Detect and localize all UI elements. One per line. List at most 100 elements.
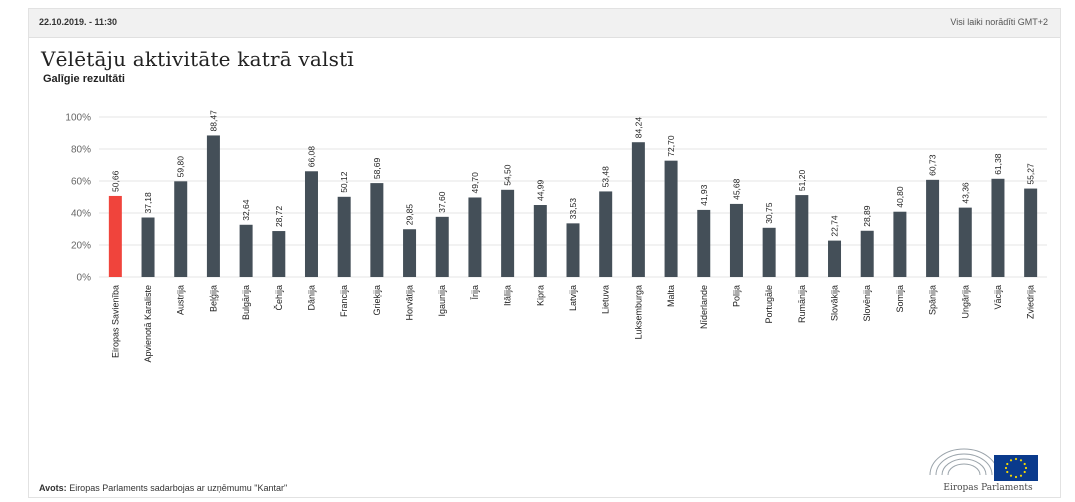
data-label: 22,74 bbox=[830, 215, 840, 237]
data-label: 51,20 bbox=[797, 170, 807, 192]
category-label: Kipra bbox=[535, 285, 545, 306]
category-label: Dānija bbox=[306, 285, 316, 311]
logo-text: Eiropas Parlaments bbox=[943, 483, 1033, 493]
data-label: 54,50 bbox=[503, 164, 513, 186]
data-label: 29,85 bbox=[405, 204, 415, 226]
source-label: Avots: bbox=[39, 483, 67, 493]
chart-frame: 22.10.2019. - 11:30 Visi laiki norādīti … bbox=[28, 8, 1061, 498]
bar bbox=[860, 230, 874, 277]
data-label: 41,93 bbox=[699, 184, 709, 206]
data-label: 49,70 bbox=[470, 172, 480, 194]
category-label: Grieķija bbox=[372, 285, 382, 316]
data-label: 59,80 bbox=[176, 156, 186, 178]
y-tick-label: 80% bbox=[71, 145, 91, 156]
data-label: 58,69 bbox=[372, 158, 382, 180]
bar bbox=[762, 227, 776, 277]
data-label: 32,64 bbox=[241, 199, 251, 221]
y-tick-label: 100% bbox=[65, 113, 91, 124]
category-label: Rumānija bbox=[797, 285, 807, 323]
data-label: 72,70 bbox=[666, 135, 676, 157]
y-tick-label: 0% bbox=[77, 273, 92, 284]
data-label: 55,27 bbox=[1026, 163, 1036, 185]
european-parliament-logo: Eiropas Parlaments bbox=[924, 437, 1052, 493]
bar bbox=[926, 179, 940, 277]
bar bbox=[304, 171, 318, 277]
category-label: Latvija bbox=[568, 285, 578, 311]
category-label: Apvienotā Karaliste bbox=[143, 285, 153, 363]
y-tick-label: 20% bbox=[71, 241, 91, 252]
chart-title: Vēlētāju aktivitāte katrā valstī bbox=[41, 47, 354, 71]
category-label: Polija bbox=[731, 285, 741, 307]
bar bbox=[828, 240, 842, 277]
bar bbox=[664, 160, 678, 277]
bar bbox=[272, 231, 286, 277]
category-label: Horvātija bbox=[405, 285, 415, 321]
bar bbox=[435, 216, 449, 277]
bar bbox=[501, 189, 515, 277]
bar bbox=[141, 217, 155, 277]
category-label: Luksemburga bbox=[633, 285, 643, 340]
data-label: 37,18 bbox=[143, 192, 153, 214]
category-label: Malta bbox=[666, 285, 676, 307]
data-label: 30,75 bbox=[764, 202, 774, 224]
category-label: Čehija bbox=[274, 285, 284, 311]
source-text: Eiropas Parlaments sadarbojas ar uzņēmum… bbox=[69, 483, 288, 493]
category-label: Lietuva bbox=[601, 285, 611, 314]
category-label: Spānija bbox=[928, 285, 938, 315]
data-label: 61,38 bbox=[993, 153, 1003, 175]
bar bbox=[631, 142, 645, 277]
category-label: Ungārija bbox=[960, 285, 970, 319]
category-label: Vācija bbox=[993, 285, 1003, 310]
bar bbox=[1024, 188, 1038, 277]
category-label: Bulgārija bbox=[241, 285, 251, 320]
category-label: Somija bbox=[895, 285, 905, 313]
data-label: 44,99 bbox=[535, 179, 545, 201]
bar bbox=[958, 207, 972, 277]
source-note: Avots: Eiropas Parlaments sadarbojas ar … bbox=[39, 483, 287, 493]
bar bbox=[533, 205, 547, 277]
bar bbox=[337, 196, 351, 277]
data-label: 53,48 bbox=[601, 166, 611, 188]
bar bbox=[893, 211, 907, 277]
bar bbox=[108, 195, 122, 277]
category-label: Beļģija bbox=[208, 285, 218, 312]
turnout-bar-chart: 0% 20% 40% 60% 80% 100% 50,66 Eiropas Savienība… bbox=[65, 110, 1047, 363]
bar bbox=[239, 224, 253, 277]
y-tick-label: 40% bbox=[71, 209, 91, 220]
parliament-emblem-icon bbox=[929, 448, 1038, 481]
bar bbox=[566, 223, 580, 277]
category-label: Austrija bbox=[176, 285, 186, 315]
bar bbox=[729, 203, 743, 277]
data-label: 28,89 bbox=[862, 205, 872, 227]
bar bbox=[370, 183, 384, 277]
category-label: Itālija bbox=[503, 285, 513, 306]
bar bbox=[468, 197, 482, 277]
category-label: Igaunija bbox=[437, 285, 447, 317]
data-label: 50,66 bbox=[110, 170, 120, 192]
data-label: 50,12 bbox=[339, 171, 349, 193]
top-bar: 22.10.2019. - 11:30 Visi laiki norādīti … bbox=[29, 9, 1060, 38]
data-label: 33,53 bbox=[568, 198, 578, 220]
category-label: Portugāle bbox=[764, 285, 774, 324]
bar bbox=[697, 209, 711, 277]
bar bbox=[599, 191, 613, 277]
y-tick-label: 60% bbox=[71, 177, 91, 188]
data-label: 66,08 bbox=[306, 146, 316, 168]
category-label: Eiropas Savienība bbox=[110, 285, 120, 358]
data-label: 88,47 bbox=[208, 110, 218, 132]
chart-subtitle: Galīgie rezultāti bbox=[43, 73, 125, 85]
bar bbox=[403, 229, 417, 277]
bar bbox=[991, 178, 1005, 277]
data-label: 60,73 bbox=[928, 154, 938, 176]
data-label: 84,24 bbox=[633, 117, 643, 139]
data-label: 28,72 bbox=[274, 206, 284, 228]
timezone-note: Visi laiki norādīti GMT+2 bbox=[950, 17, 1048, 27]
category-label: Slovākija bbox=[830, 285, 840, 321]
data-label: 37,60 bbox=[437, 191, 447, 213]
data-label: 43,36 bbox=[960, 182, 970, 204]
bar bbox=[795, 195, 809, 277]
category-label: Zviedrija bbox=[1026, 285, 1036, 319]
category-label: Francija bbox=[339, 285, 349, 317]
bar bbox=[206, 135, 220, 277]
category-label: Slovēnija bbox=[862, 285, 872, 322]
